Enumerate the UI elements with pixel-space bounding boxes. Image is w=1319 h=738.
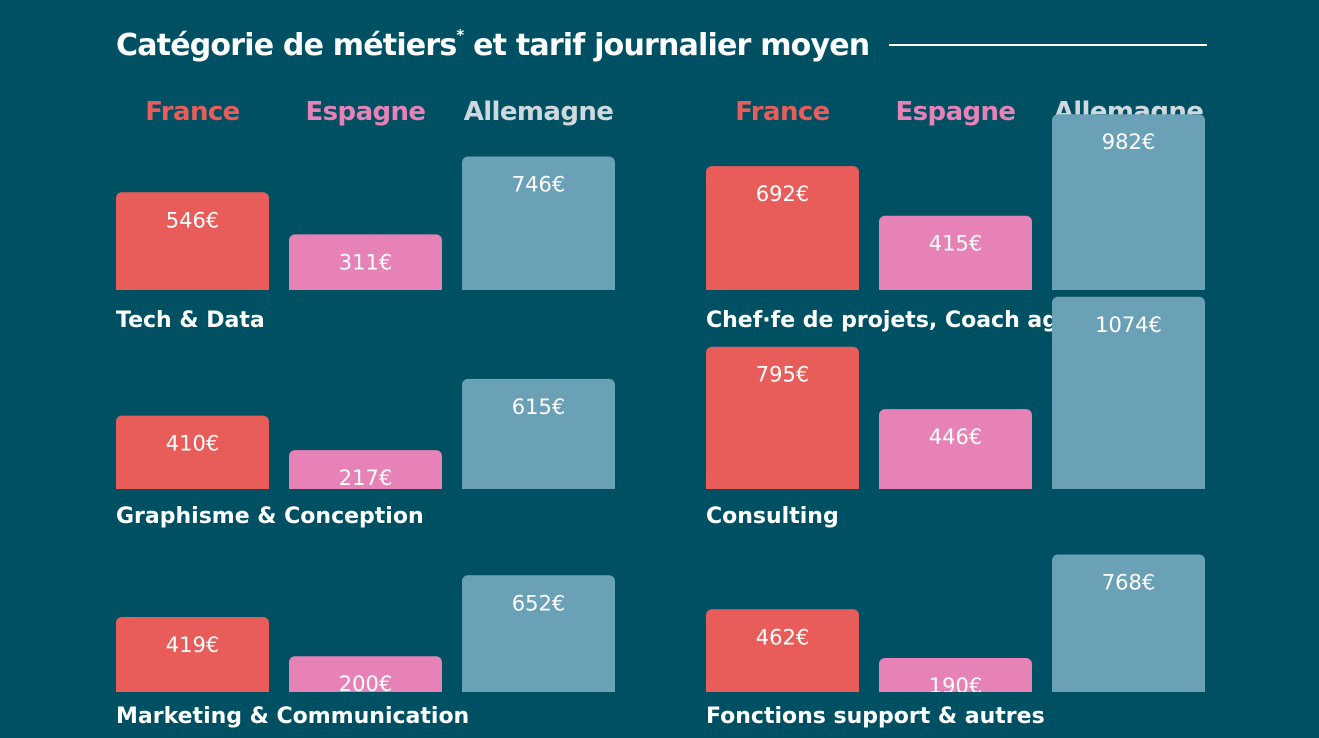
value-label-tech-data-allemagne: 746€ xyxy=(512,172,565,196)
title-asterisk: * xyxy=(456,25,464,44)
header-france-col2: France xyxy=(735,97,829,127)
bar-base-chef-fe-de-projets-coach-agile-espagne xyxy=(879,284,1032,290)
value-label-marketing-communication-france: 419€ xyxy=(166,633,219,657)
category-label-tech-data: Tech & Data xyxy=(116,308,265,333)
bar-fonctions-support-autres-allemagne xyxy=(1052,554,1205,698)
bar-base-tech-data-espagne xyxy=(289,284,442,290)
value-label-marketing-communication-allemagne: 652€ xyxy=(512,591,565,615)
bar-base-graphisme-conception-espagne xyxy=(289,483,442,489)
value-label-consulting-france: 795€ xyxy=(756,363,809,387)
bar-tech-data-allemagne xyxy=(462,156,615,296)
bar-base-fonctions-support-autres-france xyxy=(706,686,859,692)
bar-marketing-communication-allemagne xyxy=(462,575,615,698)
chart-title: Catégorie de métiers* et tarif journalie… xyxy=(116,22,1207,68)
baseline-mask-graphisme-conception xyxy=(114,489,633,495)
bar-base-chef-fe-de-projets-coach-agile-france xyxy=(706,284,859,290)
bar-base-chef-fe-de-projets-coach-agile-allemagne xyxy=(1052,284,1205,290)
bar-base-graphisme-conception-allemagne xyxy=(462,483,615,489)
bar-tech-data-espagne xyxy=(289,234,442,296)
bar-graphisme-conception-allemagne xyxy=(462,378,615,495)
bar-chef-fe-de-projets-coach-agile-france xyxy=(706,166,859,296)
bar-base-marketing-communication-espagne xyxy=(289,686,442,692)
value-label-consulting-allemagne: 1074€ xyxy=(1095,313,1162,337)
bar-tech-data-france xyxy=(116,192,269,296)
baseline-mask-marketing-communication xyxy=(114,692,633,698)
value-label-graphisme-conception-allemagne: 615€ xyxy=(512,395,565,419)
value-label-tech-data-espagne: 311€ xyxy=(339,250,392,274)
bar-base-consulting-allemagne xyxy=(1052,483,1205,489)
header-france-col1: France xyxy=(145,97,239,127)
bar-base-tech-data-france xyxy=(116,284,269,290)
bar-base-fonctions-support-autres-espagne xyxy=(879,686,1032,692)
baseline-mask-fonctions-support-autres xyxy=(704,692,1223,698)
bar-base-graphisme-conception-france xyxy=(116,483,269,489)
value-label-chef-fe-de-projets-coach-agile-allemagne: 982€ xyxy=(1102,130,1155,154)
value-label-consulting-espagne: 446€ xyxy=(929,425,982,449)
bar-base-tech-data-allemagne xyxy=(462,284,615,290)
bar-chef-fe-de-projets-coach-agile-espagne xyxy=(879,215,1032,296)
category-label-marketing-communication: Marketing & Communication xyxy=(116,704,469,729)
bar-consulting-allemagne xyxy=(1052,296,1205,495)
bar-graphisme-conception-france xyxy=(116,415,269,495)
header-espagne-col1: Espagne xyxy=(306,97,426,127)
header-allemagne-col1: Allemagne xyxy=(464,97,614,127)
header-espagne-col2: Espagne xyxy=(896,97,1016,127)
value-label-chef-fe-de-projets-coach-agile-espagne: 415€ xyxy=(929,232,982,256)
title-rule xyxy=(889,44,1207,46)
value-label-graphisme-conception-espagne: 217€ xyxy=(339,466,392,490)
title-text: Catégorie de métiers* et tarif journalie… xyxy=(116,25,870,63)
bar-base-marketing-communication-allemagne xyxy=(462,686,615,692)
baseline-mask-chef-fe-de-projets-coach-agile xyxy=(704,290,1223,296)
baseline-mask-consulting xyxy=(704,489,1223,495)
value-label-graphisme-conception-france: 410€ xyxy=(166,432,219,456)
value-label-chef-fe-de-projets-coach-agile-france: 692€ xyxy=(756,182,809,206)
bar-fonctions-support-autres-france xyxy=(706,609,859,698)
value-label-fonctions-support-autres-allemagne: 768€ xyxy=(1102,571,1155,595)
category-label-fonctions-support-autres: Fonctions support & autres xyxy=(706,704,1045,729)
bar-base-consulting-espagne xyxy=(879,483,1032,489)
baseline-mask-tech-data xyxy=(114,290,633,296)
title-rest: et tarif journalier moyen xyxy=(463,27,870,63)
title-main: Catégorie de métiers xyxy=(116,27,457,63)
bar-marketing-communication-france xyxy=(116,616,269,698)
category-label-graphisme-conception: Graphisme & Conception xyxy=(116,504,424,529)
value-label-fonctions-support-autres-france: 462€ xyxy=(756,625,809,649)
bar-consulting-espagne xyxy=(879,409,1032,495)
bar-chef-fe-de-projets-coach-agile-allemagne xyxy=(1052,114,1205,296)
value-label-tech-data-france: 546€ xyxy=(166,208,219,232)
bar-base-consulting-france xyxy=(706,483,859,489)
bar-consulting-france xyxy=(706,346,859,495)
category-label-chef-fe-de-projets-coach-agile: Chef·fe de projets, Coach agile xyxy=(706,308,1088,333)
category-label-consulting: Consulting xyxy=(706,504,839,529)
bar-base-fonctions-support-autres-allemagne xyxy=(1052,686,1205,692)
bar-base-marketing-communication-france xyxy=(116,686,269,692)
